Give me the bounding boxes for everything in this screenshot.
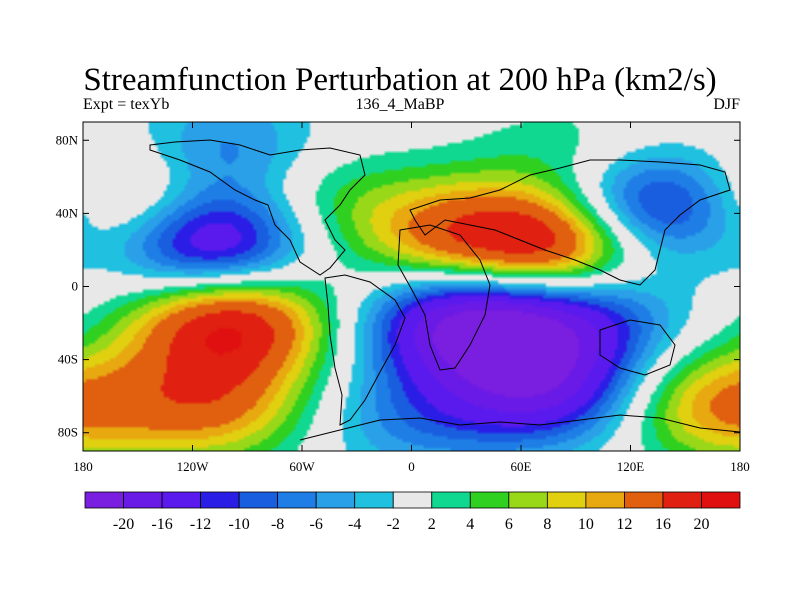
- y-tick-label: 40S: [58, 352, 78, 367]
- colorbar-box: [84, 491, 124, 509]
- colorbar-label: -8: [271, 516, 284, 533]
- x-tick-label: 120W: [177, 459, 210, 474]
- colorbar-box: [662, 491, 702, 509]
- season-label: DJF: [713, 96, 740, 113]
- colorbar-label: -2: [387, 516, 400, 533]
- colorbar-box: [354, 491, 394, 509]
- case-label: 136_4_MaBP: [355, 96, 445, 113]
- colorbar-label: 10: [578, 516, 594, 533]
- contour-fill: [83, 122, 740, 451]
- colorbar-label: 8: [543, 516, 551, 533]
- coastline-africa: [397, 224, 491, 371]
- coastline-north-america: [149, 139, 366, 276]
- coastline-australia: [599, 319, 676, 376]
- colorbar-box: [123, 491, 163, 509]
- coastline-south-america: [324, 274, 406, 426]
- colorbar-label: 12: [616, 516, 632, 533]
- colorbar-label: 4: [466, 516, 474, 533]
- colorbar-box: [431, 491, 471, 509]
- colorbar-label: 6: [505, 516, 513, 533]
- colorbar-box: [200, 491, 240, 509]
- experiment-label: Expt = texYb: [83, 96, 170, 113]
- x-axis: 180 120W 60W 0 60E 120E 180: [73, 122, 750, 474]
- x-tick-label: 180: [73, 459, 93, 474]
- y-tick-label: 80S: [58, 425, 78, 440]
- colorbar-box: [624, 491, 664, 509]
- colorbar-label: 16: [655, 516, 671, 533]
- colorbar-box: [508, 491, 548, 509]
- colorbar-box: [585, 491, 625, 509]
- colorbar-box: [469, 491, 510, 509]
- colorbar-label: -6: [310, 516, 323, 533]
- colorbar: -20 -16 -12 -10 -8 -6 -4 -2 2 4 6 8 10 12 16 20: [84, 491, 741, 533]
- y-tick-label: 80N: [56, 132, 79, 147]
- colorbar-box: [546, 491, 587, 509]
- plot-area: [82, 121, 741, 452]
- colorbar-label: -16: [151, 516, 172, 533]
- colorbar-box: [277, 491, 317, 509]
- y-tick-label: 40N: [56, 205, 79, 220]
- colorbar-label: -12: [190, 516, 211, 533]
- y-tick-label: 0: [72, 279, 79, 294]
- x-tick-label: 60E: [511, 459, 532, 474]
- colorbar-label: -20: [113, 516, 134, 533]
- colorbar-box: [701, 491, 741, 509]
- colorbar-box: [392, 491, 433, 509]
- colorbar-box: [315, 491, 356, 509]
- colorbar-box: [238, 491, 279, 509]
- colorbar-label: -10: [228, 516, 249, 533]
- x-tick-label: 180: [730, 459, 750, 474]
- coastline-antarctica: [299, 414, 740, 441]
- colorbar-label: 20: [693, 516, 709, 533]
- y-axis: 80N 40N 0 40S 80S: [56, 132, 740, 440]
- x-tick-label: 60W: [289, 459, 315, 474]
- colorbar-box: [161, 491, 201, 509]
- chart-title: Streamfunction Perturbation at 200 hPa (…: [83, 62, 717, 98]
- x-tick-label: 120E: [617, 459, 645, 474]
- colorbar-label: -4: [348, 516, 361, 533]
- coastline-eurasia: [409, 159, 731, 286]
- x-tick-label: 0: [408, 459, 415, 474]
- colorbar-label: 2: [428, 516, 436, 533]
